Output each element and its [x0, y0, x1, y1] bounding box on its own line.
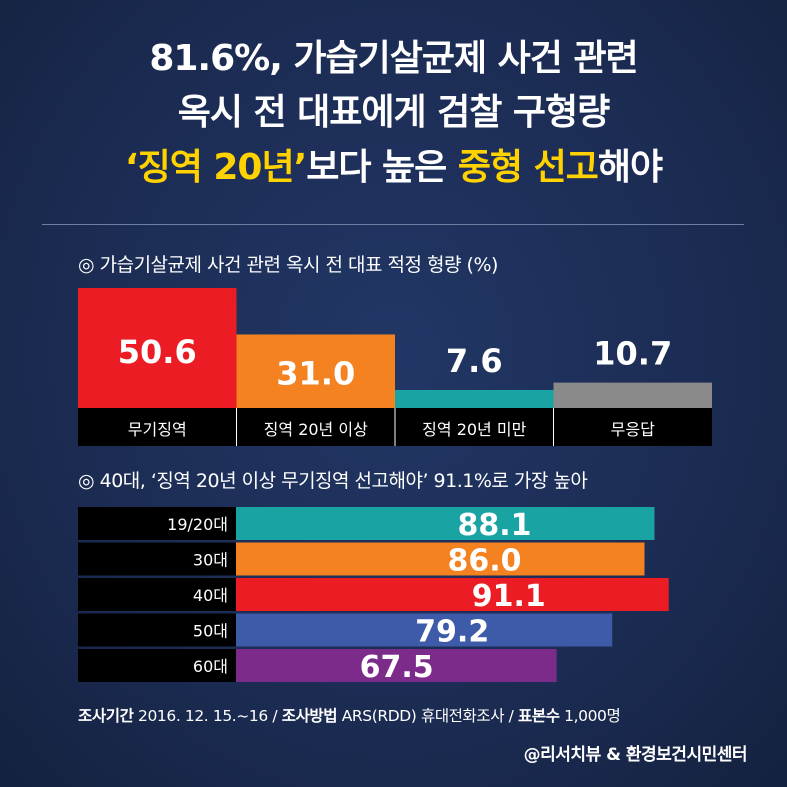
category-strip-3: [553, 408, 712, 446]
age-value-label-1: 86.0: [447, 544, 521, 579]
headline-line-1: 81.6%, 가습기살균제 사건 관련: [149, 38, 638, 79]
sample-value: 1,000명: [564, 707, 621, 725]
headline-plain-text: 보다 높은: [306, 147, 458, 188]
age-label-cell-2: [78, 578, 236, 611]
category-strip-2: [395, 408, 554, 446]
method-label: 조사방법: [281, 707, 338, 725]
value-label-1: 31.0: [276, 354, 355, 392]
age-bar-1: [236, 542, 645, 576]
age-label-4: 60대: [193, 657, 228, 676]
age-label-1: 30대: [193, 551, 228, 570]
category-strip-0: [78, 408, 237, 446]
bar-2: [395, 389, 554, 408]
category-label-1: 징역 20년 이상: [264, 420, 368, 439]
age-label-cell-3: [78, 613, 236, 647]
age-label-0: 19/20대: [167, 515, 228, 534]
age-bar-0: [236, 507, 655, 540]
age-label-3: 50대: [193, 622, 228, 641]
method-value: ARS(RDD) 휴대전화조사 /: [341, 707, 514, 725]
age-value-label-0: 88.1: [457, 508, 531, 543]
age-value-label-2: 91.1: [472, 579, 546, 614]
bar-0: [78, 288, 237, 408]
category-strip-1: [236, 408, 395, 446]
age-label-cell-4: [78, 649, 236, 682]
chart1-title: ◎ 가습기살균제 사건 관련 옥시 전 대표 적정 형량 (%): [78, 254, 498, 276]
age-value-label-4: 67.5: [360, 650, 434, 685]
category-label-0: 무기징역: [128, 420, 187, 439]
bar-1: [236, 334, 395, 408]
age-bar-2: [236, 578, 669, 611]
headline-line-3: ‘징역 20년’보다 높은 중형 선고해야: [0, 145, 787, 191]
age-label-cell-1: [78, 542, 236, 576]
value-label-3: 10.7: [593, 335, 672, 373]
sample-label: 표본수: [518, 707, 560, 725]
divider-line: [42, 224, 744, 225]
headline-highlight-sentence: ‘징역 20년’: [124, 147, 307, 188]
age-label-2: 40대: [193, 586, 228, 605]
age-bar-3: [236, 613, 613, 647]
category-label-2: 징역 20년 미만: [422, 420, 526, 439]
headline-highlight-heavy-sentence: 중형 선고: [457, 147, 599, 188]
age-value-label-3: 79.2: [415, 615, 489, 650]
period-value: 2016. 12. 15.~16 /: [137, 707, 278, 725]
survey-footer: 조사기간 2016. 12. 15.~16 / 조사방법 ARS(RDD) 휴대…: [78, 704, 621, 726]
headline-line-2: 옥시 전 대표에게 검찰 구형량: [177, 92, 611, 133]
age-label-cell-0: [78, 507, 236, 540]
value-label-0: 50.6: [118, 333, 197, 371]
category-label-3: 무응답: [611, 420, 655, 439]
period-label: 조사기간: [78, 707, 134, 725]
headline-suffix: 해야: [597, 147, 663, 188]
chart2-title: ◎ 40대, ‘징역 20년 이상 무기징역 선고해야’ 91.1%로 가장 높…: [78, 470, 588, 492]
value-label-2: 7.6: [446, 342, 503, 380]
age-bar-4: [236, 649, 557, 682]
bar-3: [553, 382, 712, 408]
source-credit: @리서치뷰 & 환경보건시민센터: [523, 745, 748, 765]
